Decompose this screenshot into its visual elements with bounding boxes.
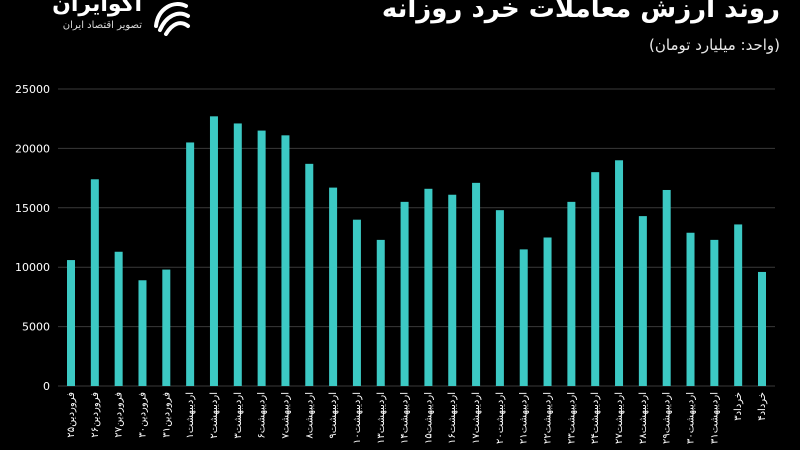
chart-unit-subtitle: (واحد: میلیارد تومان) (649, 36, 780, 54)
bars (67, 116, 766, 387)
bar (257, 130, 266, 386)
bar (138, 280, 147, 386)
bar (734, 224, 743, 386)
y-axis-ticks: 0 5000 10000 15000 20000 25000 (15, 83, 50, 393)
bar (686, 232, 695, 386)
bar (710, 239, 719, 386)
brand-tagline: تصویر اقتصاد ایران (62, 20, 142, 31)
bar (495, 210, 504, 386)
bar (424, 188, 433, 386)
x-category-label: اردیبهشت۲۴ (590, 392, 601, 444)
x-category-label: فروردین۳۰ (137, 392, 148, 438)
x-category-label: اردیبهشت۹ (328, 392, 339, 439)
x-category-label: اردیبهشت۱۷ (471, 392, 482, 444)
bar (638, 216, 647, 386)
x-category-label: خرداد۴ (757, 392, 768, 421)
x-category-label: اردیبهشت۱ (185, 392, 196, 439)
bar (615, 160, 624, 386)
x-category-label: اردیبهشت۶ (257, 392, 268, 439)
swirl-logo-icon (154, 2, 190, 36)
x-category-label: اردیبهشت۱۳ (376, 392, 387, 444)
bar (67, 260, 75, 386)
x-category-label: خرداد۳ (733, 392, 744, 421)
x-category-label: اردیبهشت۱۵ (423, 392, 434, 444)
x-category-label: اردیبهشت۲۸ (638, 392, 649, 444)
bar (352, 219, 361, 386)
bar (186, 142, 195, 386)
x-category-label: فروردین۲۷ (114, 392, 125, 438)
bar (90, 179, 99, 386)
y-tick-label: 25000 (15, 83, 50, 96)
x-category-label: اردیبهشت۲۰ (495, 392, 506, 444)
x-category-label: اردیبهشت۲۳ (566, 392, 577, 444)
bar (662, 189, 671, 386)
bar (591, 172, 600, 386)
y-tick-label: 10000 (15, 261, 50, 274)
grid-lines (58, 88, 775, 387)
bar (758, 271, 766, 386)
x-category-label: اردیبهشت۲۷ (614, 392, 625, 444)
x-category-label: اردیبهشت۲۲ (543, 392, 554, 444)
x-category-label: اردیبهشت۲۹ (662, 392, 673, 444)
y-tick-label: 20000 (15, 142, 50, 155)
bar (114, 251, 123, 386)
x-category-label: اردیبهشت۱۶ (447, 392, 458, 444)
x-category-label: فروردین۲۵ (66, 392, 77, 438)
x-category-label: اردیبهشت۲۱ (519, 392, 530, 444)
brand-logo: اکوایران تصویر اقتصاد ایران (30, 0, 220, 40)
y-tick-label: 0 (43, 380, 50, 393)
bar (567, 201, 576, 386)
bar (376, 239, 385, 386)
bar (448, 194, 457, 386)
bar (472, 182, 481, 386)
x-category-label: فروردین۳۱ (161, 392, 172, 438)
x-category-label: اردیبهشت۸ (304, 392, 315, 439)
x-axis-category-labels: فروردین۲۵ فروردین۲۶ فروردین۲۷ فروردین۳۰ فرور… (66, 392, 768, 444)
x-category-label: اردیبهشت۳۰ (686, 392, 697, 444)
chart-title: روند ارزش معاملات خرد روزانه (381, 0, 780, 24)
bar (519, 249, 528, 386)
x-category-label: اردیبهشت۷ (280, 392, 291, 439)
x-category-label: اردیبهشت۲ (209, 392, 220, 439)
x-category-label: اردیبهشت۳ (233, 392, 244, 439)
bar (400, 201, 409, 386)
bar (209, 116, 218, 386)
bar (305, 163, 314, 386)
brand-name: اکوایران (52, 0, 142, 17)
y-tick-label: 5000 (22, 321, 50, 334)
x-category-label: اردیبهشت۳۱ (709, 392, 720, 444)
bar (162, 269, 171, 386)
y-tick-label: 15000 (15, 202, 50, 215)
x-category-label: اردیبهشت۱۴ (400, 392, 411, 444)
x-category-label: فروردین۲۶ (90, 392, 101, 438)
bar (329, 187, 338, 386)
x-category-label: اردیبهشت۱۰ (352, 392, 363, 444)
bar (233, 123, 242, 387)
bar (281, 135, 290, 386)
bar (543, 237, 552, 386)
